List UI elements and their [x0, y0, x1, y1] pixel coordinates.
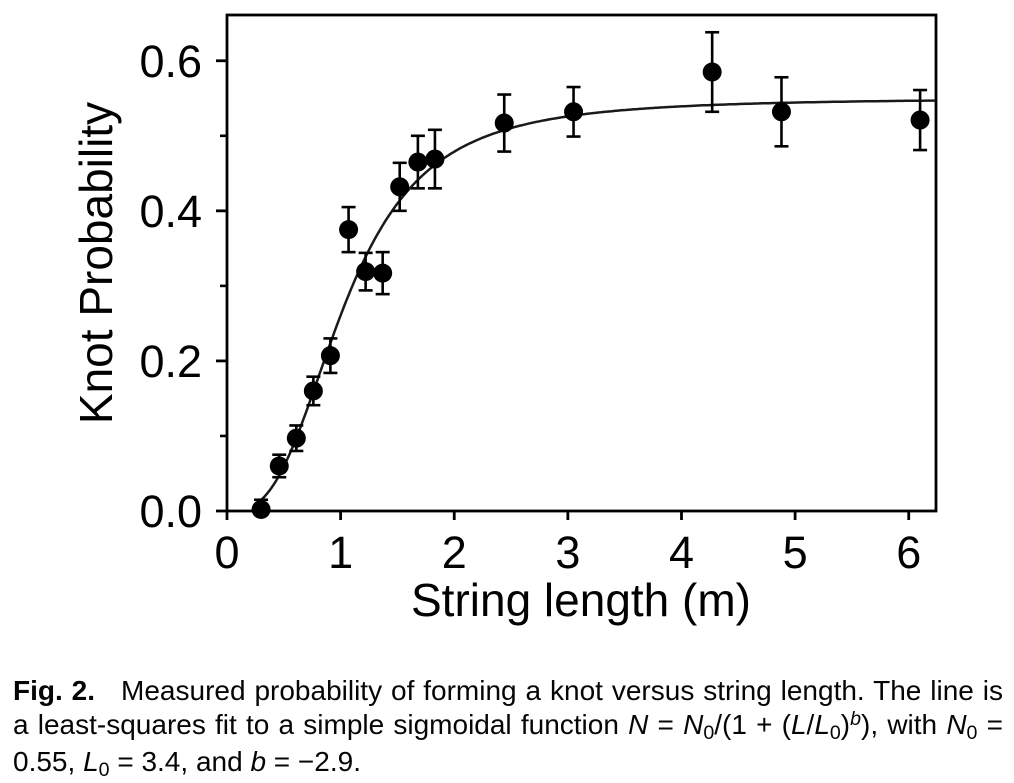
- caption-value-L0: = 3.4, and: [109, 746, 251, 777]
- var-N0: N: [683, 709, 704, 740]
- caption-value-b: = −2.9.: [266, 746, 361, 777]
- data-point: [390, 177, 410, 197]
- knot-probability-chart: 0 1 2 3 4 5 6 0.0 0.2 0.4 0.6 Knot Probability Str…: [70, 13, 938, 626]
- x-tick-label: 0: [214, 527, 239, 578]
- caption-value-N0: = 0.55,: [13, 709, 1003, 777]
- figure-label: Fig. 2.: [13, 675, 96, 706]
- var-N: N: [628, 709, 649, 740]
- var-L0: L: [814, 709, 830, 740]
- x-tick-label: 5: [783, 527, 808, 578]
- data-point: [408, 152, 428, 172]
- data-point: [339, 220, 359, 240]
- x-tick-label: 3: [555, 527, 580, 578]
- data-point: [910, 110, 930, 130]
- var-L0: L: [83, 746, 99, 777]
- data-point: [373, 263, 393, 283]
- x-axis-label: String length (m): [411, 574, 751, 626]
- figure-caption: Fig. 2. Measured probability of forming a…: [13, 674, 1003, 782]
- caption-equals: =: [648, 709, 684, 740]
- caption-text: ), with: [861, 709, 947, 740]
- data-point: [564, 102, 584, 122]
- y-tick-label: 0.0: [139, 486, 202, 537]
- plot-frame: [225, 13, 938, 513]
- subscript-zero: 0: [829, 721, 841, 744]
- data-point: [702, 62, 722, 82]
- x-tick-label: 4: [669, 527, 694, 578]
- subscript-zero: 0: [703, 721, 715, 744]
- data-point: [771, 102, 791, 122]
- x-tick-label: 1: [328, 527, 353, 578]
- plot-generated-content: 0 1 2 3 4 5 6 0.0 0.2 0.4 0.6: [139, 13, 938, 578]
- caption-text: Measured probability of forming a knot v…: [13, 675, 1003, 740]
- x-tick-label: 2: [442, 527, 467, 578]
- var-b: b: [250, 746, 267, 777]
- data-point: [286, 428, 306, 448]
- data-point: [303, 381, 323, 401]
- y-tick-label: 0.4: [139, 186, 202, 237]
- data-point: [251, 499, 271, 519]
- y-axis-label: Knot Probability: [70, 102, 122, 424]
- data-point: [269, 456, 289, 476]
- data-point: [356, 262, 376, 282]
- data-point: [320, 346, 340, 366]
- fit-curve: [256, 99, 935, 504]
- data-point: [425, 149, 445, 169]
- subscript-zero: 0: [966, 721, 978, 744]
- y-tick-label: 0.6: [139, 36, 202, 87]
- caption-slash: /: [806, 709, 815, 740]
- x-tick-label: 6: [896, 527, 921, 578]
- var-b: b: [850, 708, 862, 731]
- var-L: L: [790, 709, 807, 740]
- caption-fraction: /(1 + (: [714, 709, 791, 740]
- subscript-zero: 0: [98, 758, 110, 781]
- var-N0: N: [946, 709, 967, 740]
- caption-close-paren: ): [840, 709, 851, 740]
- data-point: [494, 113, 514, 133]
- superscript-b: b: [850, 708, 861, 730]
- y-tick-label: 0.2: [139, 336, 202, 387]
